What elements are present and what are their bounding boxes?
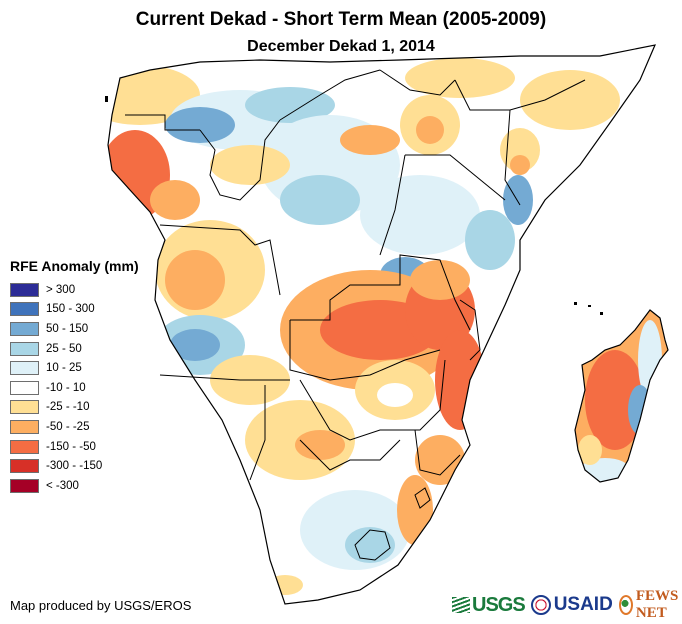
legend-item: > 300 bbox=[10, 280, 139, 300]
legend-swatch bbox=[10, 341, 39, 356]
map-title: Current Dekad - Short Term Mean (2005-20… bbox=[135, 9, 547, 30]
legend-item: 50 - 150 bbox=[10, 319, 139, 339]
legend-swatch bbox=[10, 361, 39, 376]
fewsnet-logo: FEWS NET bbox=[618, 588, 682, 622]
legend-swatch bbox=[10, 282, 39, 297]
fewsnet-text: FEWS NET bbox=[635, 588, 679, 621]
legend: RFE Anomaly (mm) > 300 150 - 300 50 - 150 2… bbox=[10, 258, 139, 496]
legend-item: 10 - 25 bbox=[10, 358, 139, 378]
usaid-text: USAID bbox=[553, 594, 613, 615]
legend-label: 50 - 150 bbox=[46, 322, 89, 335]
legend-swatch bbox=[10, 302, 39, 317]
usaid-seal-icon bbox=[530, 595, 551, 615]
legend-label: 150 - 300 bbox=[46, 303, 95, 316]
legend-label: -150 - -50 bbox=[46, 440, 96, 453]
legend-label: -10 - 10 bbox=[46, 381, 86, 394]
legend-swatch bbox=[10, 439, 39, 454]
legend-swatch bbox=[10, 459, 39, 474]
globe-icon bbox=[618, 595, 633, 615]
legend-item: 25 - 50 bbox=[10, 339, 139, 359]
usgs-logo: USGS bbox=[452, 593, 526, 617]
usgs-text: USGS bbox=[472, 593, 526, 616]
lesotho-border bbox=[354, 529, 391, 561]
legend-label: < -300 bbox=[46, 479, 79, 492]
legend-label: 25 - 50 bbox=[46, 342, 82, 355]
logo-bar: USGS USAID FEWS NET bbox=[452, 588, 682, 622]
madagascar-anomaly-layer bbox=[575, 310, 668, 482]
legend-item: 150 - 300 bbox=[10, 300, 139, 320]
legend-swatch bbox=[10, 321, 39, 336]
map-subtitle: December Dekad 1, 2014 bbox=[247, 38, 435, 55]
mainland-anomaly-layer bbox=[108, 50, 655, 604]
island bbox=[588, 305, 591, 307]
legend-items: > 300 150 - 300 50 - 150 25 - 50 10 - 25 -10 … bbox=[10, 280, 139, 496]
island bbox=[105, 96, 108, 102]
legend-label: 10 - 25 bbox=[46, 362, 82, 375]
madagascar-coastline bbox=[574, 309, 669, 483]
legend-title: RFE Anomaly (mm) bbox=[10, 258, 139, 274]
legend-label: -50 - -25 bbox=[46, 420, 90, 433]
country-borders bbox=[125, 69, 586, 481]
legend-label: > 300 bbox=[46, 283, 76, 296]
legend-item: -300 - -150 bbox=[10, 456, 139, 476]
island bbox=[574, 302, 577, 305]
legend-item: -25 - -10 bbox=[10, 398, 139, 418]
legend-swatch bbox=[10, 478, 39, 493]
usgs-wave-icon bbox=[452, 597, 470, 613]
credit-text: Map produced by USGS/EROS bbox=[10, 598, 192, 613]
legend-item: -10 - 10 bbox=[10, 378, 139, 398]
legend-swatch bbox=[10, 419, 39, 434]
legend-swatch bbox=[10, 400, 39, 415]
legend-swatch bbox=[10, 380, 39, 395]
coastline bbox=[107, 44, 657, 605]
legend-label: -25 - -10 bbox=[46, 401, 90, 414]
eswatini-border bbox=[414, 487, 431, 509]
legend-item: < -300 bbox=[10, 476, 139, 496]
legend-item: -150 - -50 bbox=[10, 437, 139, 457]
legend-label: -300 - -150 bbox=[46, 460, 103, 473]
island bbox=[600, 312, 603, 315]
legend-item: -50 - -25 bbox=[10, 417, 139, 437]
usaid-logo: USAID bbox=[530, 594, 613, 616]
